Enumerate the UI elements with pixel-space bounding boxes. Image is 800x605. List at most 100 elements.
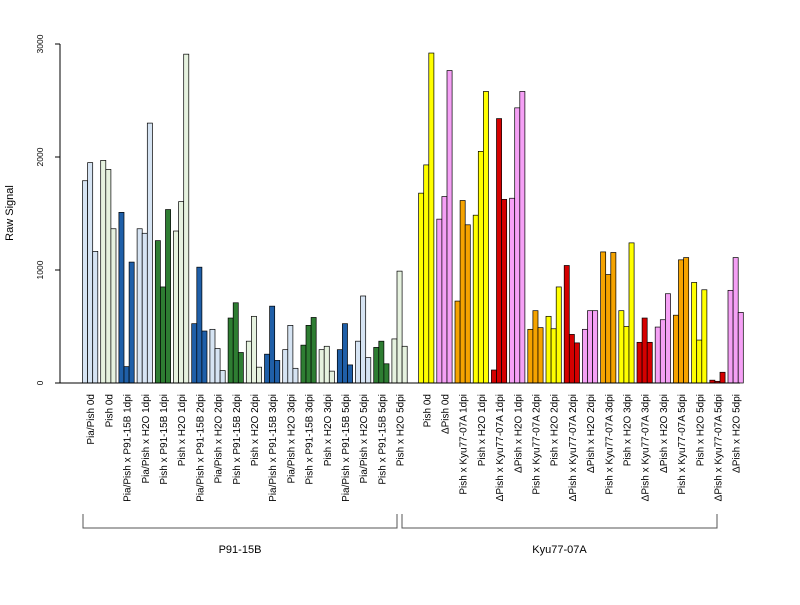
bar	[264, 353, 270, 384]
group-bracket	[401, 514, 718, 529]
bar	[87, 162, 94, 384]
bar	[555, 286, 562, 384]
bar	[436, 218, 443, 384]
x-tick-label: ΔPish x Kyu77-07A 3dpi	[641, 394, 652, 501]
y-tick-label: 1000	[35, 260, 45, 279]
bar	[636, 341, 643, 384]
x-tick-label: Pish x H2O 1dpi	[477, 394, 488, 466]
bar	[683, 257, 690, 384]
x-tick-labels: Pia/Pish 0d Pish 0d Pia/Pish x P91-15B 1dp…	[86, 394, 743, 502]
bar	[509, 197, 516, 384]
x-tick-label: Pish x H2O 2dpi	[550, 394, 561, 466]
bar	[251, 315, 257, 384]
bar	[336, 349, 343, 384]
group-bracket-label: Kyu77-07A	[532, 544, 587, 556]
bar	[82, 180, 88, 384]
x-tick-label: Pish x Kyu77-07A 5dpi	[677, 394, 688, 495]
x-tick-label: ΔPish x H2O 3dpi	[659, 394, 670, 473]
bar	[274, 360, 281, 384]
bar	[123, 366, 130, 384]
bar	[678, 259, 684, 384]
bar	[214, 348, 221, 384]
bar	[201, 330, 208, 384]
bar	[136, 228, 143, 384]
bar	[209, 328, 216, 384]
x-tick-label: Pia/Pish x H2O 2dpi	[214, 394, 225, 484]
bar	[665, 293, 671, 384]
bar	[178, 201, 185, 384]
bar	[245, 340, 252, 384]
bar	[118, 212, 125, 384]
x-tick-label: Pish x H2O 5dpi	[396, 394, 407, 466]
bar	[269, 305, 276, 384]
bar	[514, 107, 521, 384]
bar	[110, 228, 117, 384]
bar	[696, 339, 703, 384]
x-tick-label: ΔPish x Kyu77-07A 5dpi	[713, 394, 724, 501]
bar	[582, 328, 588, 384]
x-tick-label: ΔPish 0d	[440, 394, 451, 434]
x-tick-label: Pia/Pish x P91-15B 3dpi	[268, 394, 279, 502]
bar	[347, 364, 353, 384]
bar	[227, 317, 234, 384]
bar	[383, 363, 390, 384]
y-tick-label: 3000	[35, 34, 45, 53]
bar	[305, 325, 312, 384]
x-tick-label: Pia/Pish x H2O 5dpi	[359, 394, 370, 484]
bar	[623, 326, 630, 384]
bar	[391, 338, 398, 384]
x-tick-label: ΔPish x H2O 2dpi	[586, 394, 597, 473]
bars	[82, 52, 744, 384]
x-tick-label: Pish x P91-15B 3dpi	[305, 394, 316, 485]
bar	[459, 200, 466, 384]
bar	[464, 224, 471, 384]
bar	[360, 295, 367, 384]
bar	[92, 251, 99, 384]
bar	[191, 323, 198, 384]
bar	[641, 317, 648, 384]
bar	[318, 349, 325, 384]
bar	[454, 300, 461, 384]
bar	[719, 371, 726, 384]
bar	[646, 341, 653, 384]
x-tick-label: Pish x P91-15B 2dpi	[232, 394, 243, 485]
bar	[282, 349, 289, 384]
bar	[355, 340, 361, 384]
bar	[146, 122, 153, 384]
x-tick-label: Pia/Pish x H2O 1dpi	[141, 394, 152, 484]
bar	[418, 192, 425, 384]
bar	[232, 302, 239, 384]
x-tick-label: Pish x P91-15B 1dpi	[159, 394, 170, 485]
bar	[501, 199, 508, 384]
bar	[300, 344, 307, 384]
bar	[428, 52, 435, 384]
bar	[732, 257, 739, 384]
bar	[401, 345, 408, 384]
x-tick-label: Pish x H2O 2dpi	[250, 394, 261, 466]
group-bracket-label: P91-15B	[219, 544, 262, 556]
x-tick-label: ΔPish x H2O 1dpi	[513, 394, 524, 473]
bar	[600, 251, 607, 384]
bar	[396, 270, 403, 384]
bar	[342, 323, 348, 384]
y-axis: 0 1000 2000 3000	[35, 34, 61, 385]
x-tick-label: Pish x Kyu77-07A 3dpi	[604, 394, 615, 495]
bar	[701, 289, 708, 384]
x-tick-label: Pish x Kyu77-07A 2dpi	[531, 394, 542, 495]
x-tick-label: ΔPish x H2O 5dpi	[732, 394, 743, 473]
bar	[154, 240, 161, 384]
bar	[287, 325, 294, 384]
bar	[100, 160, 107, 384]
bar	[496, 118, 502, 384]
x-tick-label: Pia/Pish x P91-15B 2dpi	[195, 394, 206, 502]
bar	[563, 265, 570, 384]
bar	[605, 274, 612, 384]
bar	[527, 328, 534, 384]
bar	[568, 334, 575, 384]
bar	[472, 214, 479, 384]
bar	[550, 328, 557, 384]
bar	[727, 289, 734, 384]
x-tick-label: ΔPish x Kyu77-07A 1dpi	[495, 394, 506, 501]
x-tick-label: Pia/Pish x P91-15B 1dpi	[123, 394, 134, 502]
x-tick-label: Pish 0d	[104, 394, 115, 427]
